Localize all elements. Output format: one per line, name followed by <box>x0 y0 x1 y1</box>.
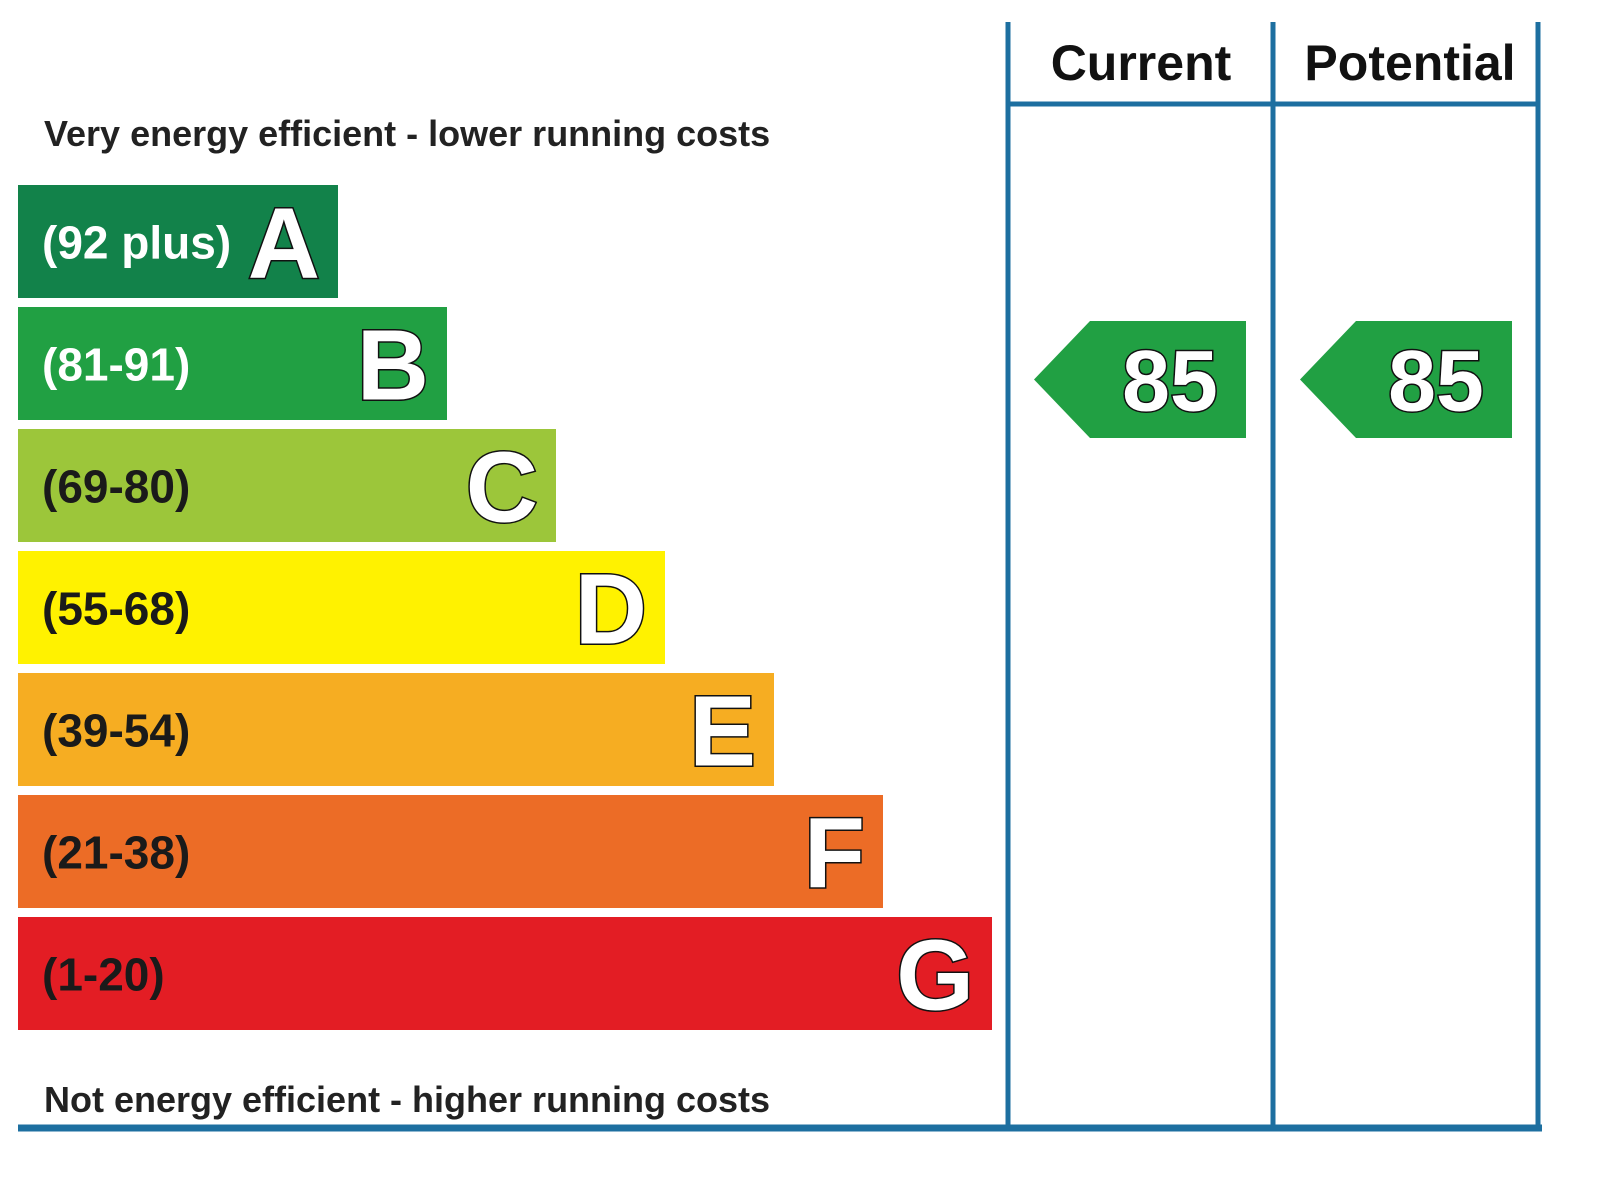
band-d-letter: D <box>575 554 647 666</box>
current-rating-value: 85 <box>1122 334 1218 430</box>
band-f-letter: F <box>804 798 865 910</box>
band-g-range: (1-20) <box>42 949 165 1001</box>
band-e-letter: E <box>689 676 756 788</box>
band-c-bar <box>18 429 556 542</box>
band-e-range: (39-54) <box>42 705 190 757</box>
band-d-range: (55-68) <box>42 583 190 635</box>
band-b-letter: B <box>357 310 429 422</box>
band-f-range: (21-38) <box>42 827 190 879</box>
current-rating-arrow <box>1034 321 1246 438</box>
band-f: (21-38) F <box>18 795 883 911</box>
current-rating-marker: 85 <box>1034 321 1246 438</box>
band-c: (69-80) C <box>18 429 556 545</box>
band-g-bar <box>18 917 992 1030</box>
rating-bands: (92 plus) A(81-91) B(69-80) C(55-68) D(39-54… <box>18 185 992 1033</box>
band-a-bar <box>18 185 338 298</box>
band-a: (92 plus) A <box>18 185 338 301</box>
band-d-bar <box>18 551 665 664</box>
band-a-range: (92 plus) <box>42 217 231 269</box>
band-d: (55-68) D <box>18 551 665 667</box>
rating-frame <box>18 22 1542 1132</box>
band-c-letter: C <box>466 432 538 544</box>
band-a-letter: A <box>248 188 320 300</box>
band-e-bar <box>18 673 774 786</box>
potential-rating-arrow <box>1300 321 1512 438</box>
band-c-range: (69-80) <box>42 461 190 513</box>
potential-rating-value: 85 <box>1388 334 1484 430</box>
band-b-bar <box>18 307 447 420</box>
band-b-range: (81-91) <box>42 339 190 391</box>
band-b: (81-91) B <box>18 307 447 423</box>
potential-rating-marker: 85 <box>1300 321 1512 438</box>
bottom-caption: Not energy efficient - higher running co… <box>44 1079 770 1120</box>
current-column-header: Current <box>1051 35 1232 91</box>
band-g-letter: G <box>896 920 974 1032</box>
band-g: (1-20) G <box>18 917 992 1033</box>
potential-column-header: Potential <box>1304 35 1515 91</box>
band-e: (39-54) E <box>18 673 774 789</box>
top-caption: Very energy efficient - lower running co… <box>44 113 770 154</box>
band-f-bar <box>18 795 883 908</box>
